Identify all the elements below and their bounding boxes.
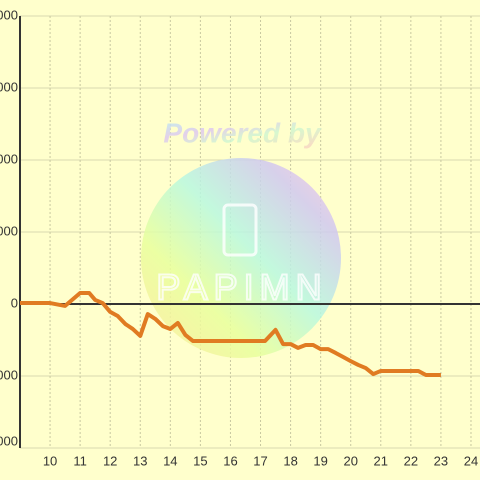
x-tick-label: 21 bbox=[374, 453, 388, 468]
watermark-logo bbox=[141, 158, 341, 358]
watermark-icon bbox=[222, 203, 258, 257]
x-tick-label: 16 bbox=[223, 453, 237, 468]
x-tick-label: 22 bbox=[404, 453, 418, 468]
x-tick-label: 20 bbox=[343, 453, 357, 468]
x-tick-label: 12 bbox=[103, 453, 117, 468]
data-line bbox=[20, 290, 441, 378]
x-tick-label: 10 bbox=[43, 453, 57, 468]
y-tick-label: 0 bbox=[11, 295, 18, 310]
x-tick-label: 24 bbox=[464, 453, 478, 468]
x-tick-label: 19 bbox=[313, 453, 327, 468]
x-tick-label: 15 bbox=[193, 453, 207, 468]
x-tick-label: 23 bbox=[434, 453, 448, 468]
x-tick-label: 11 bbox=[73, 453, 87, 468]
y-tick-label: 3,000 bbox=[0, 223, 18, 238]
y-tick-label: -6,000 bbox=[0, 433, 18, 448]
x-tick-label: 18 bbox=[283, 453, 297, 468]
x-tick-label: 17 bbox=[253, 453, 267, 468]
plot: -6,000 -3,000 0 3,000 6,000 9,000 12,000 10 11 12… bbox=[0, 7, 480, 468]
y-tick-label: -3,000 bbox=[0, 367, 18, 382]
y-tick-label: 6,000 bbox=[0, 151, 18, 166]
x-tick-label: 13 bbox=[133, 453, 147, 468]
watermark-brand: PAPIMN bbox=[156, 267, 327, 308]
y-tick-label: 9,000 bbox=[0, 79, 18, 94]
watermark-text: Powered by bbox=[163, 117, 322, 148]
x-tick-label: 14 bbox=[163, 453, 177, 468]
y-tick-label: 12,000 bbox=[0, 7, 18, 22]
